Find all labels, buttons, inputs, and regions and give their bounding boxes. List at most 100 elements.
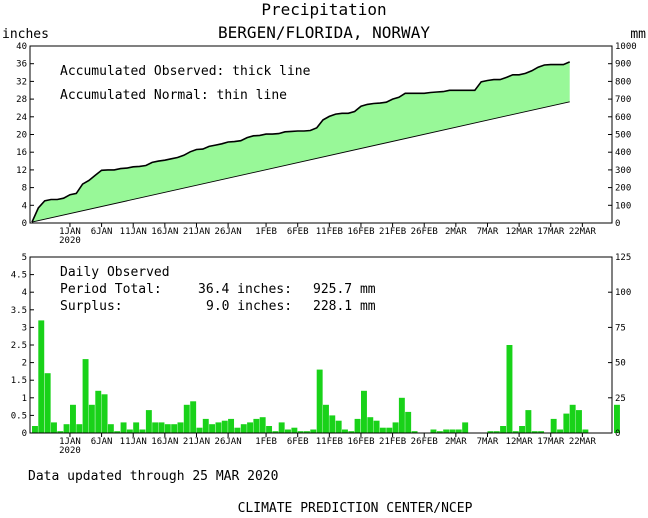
daily-bar bbox=[145, 410, 152, 433]
right-y-tick-label: 500 bbox=[615, 131, 631, 141]
x-tick-label: 1JAN bbox=[59, 227, 81, 237]
x-tick-label: 26FEB bbox=[411, 437, 438, 447]
daily-bar bbox=[506, 345, 513, 433]
daily-bar bbox=[202, 418, 209, 433]
x-tick-label: 17MAR bbox=[537, 437, 565, 447]
right-y-tick-label: 50 bbox=[615, 359, 626, 369]
daily-bar bbox=[228, 418, 235, 433]
daily-bar bbox=[278, 422, 285, 433]
x-tick-label: 7MAR bbox=[477, 437, 499, 447]
daily-bar bbox=[107, 424, 114, 433]
left-y-tick-label: 0.5 bbox=[11, 411, 27, 421]
daily-bar bbox=[430, 429, 437, 433]
right-y-tick-label: 100 bbox=[615, 201, 631, 211]
daily-bar bbox=[329, 415, 336, 433]
daily-bar bbox=[525, 410, 532, 433]
x-tick-year-label: 2020 bbox=[59, 236, 81, 246]
period-total-label: Period Total: bbox=[60, 282, 162, 297]
left-y-tick-label: 5 bbox=[22, 253, 27, 263]
daily-bar bbox=[44, 373, 51, 433]
x-tick-label: 11FEB bbox=[316, 227, 343, 237]
daily-bar bbox=[177, 422, 184, 433]
daily-bar bbox=[455, 429, 462, 433]
left-y-tick-label: 1.5 bbox=[11, 376, 27, 386]
period-total-mm: 925.7 mm bbox=[313, 282, 376, 297]
daily-bar bbox=[443, 429, 450, 433]
accumulated-normal-line bbox=[31, 101, 570, 223]
x-tick-label: 1FEB bbox=[255, 227, 277, 237]
period-total-inches: 36.4 inches: bbox=[198, 282, 292, 297]
daily-bar bbox=[512, 431, 519, 433]
daily-bar bbox=[531, 431, 538, 433]
daily-bar bbox=[436, 431, 443, 433]
daily-bar bbox=[32, 426, 38, 433]
x-tick-label: 26FEB bbox=[411, 227, 438, 237]
right-y-tick-label: 0 bbox=[615, 219, 620, 229]
daily-bar bbox=[253, 418, 260, 433]
x-tick-label: 16JAN bbox=[151, 227, 178, 237]
x-tick-label: 22MAR bbox=[569, 227, 597, 237]
daily-bar bbox=[379, 427, 386, 433]
right-y-tick-label: 200 bbox=[615, 184, 631, 194]
right-y-tick-label: 1000 bbox=[615, 42, 637, 52]
data-updated-note: Data updated through 25 MAR 2020 bbox=[28, 469, 278, 484]
left-y-tick-label: 12 bbox=[16, 166, 27, 176]
daily-bar bbox=[88, 404, 95, 433]
daily-bar bbox=[310, 429, 317, 433]
surplus-label: Surplus: bbox=[60, 299, 123, 314]
daily-bar bbox=[209, 424, 216, 433]
left-y-tick-label: 1 bbox=[22, 394, 27, 404]
daily-bar bbox=[342, 429, 348, 433]
daily-bar bbox=[126, 429, 133, 433]
daily-bar bbox=[38, 320, 45, 433]
left-y-tick-label: 8 bbox=[22, 184, 27, 194]
x-tick-label: 7MAR bbox=[477, 227, 499, 237]
daily-bar bbox=[500, 426, 507, 433]
daily-bar bbox=[316, 369, 323, 433]
daily-bar bbox=[557, 429, 564, 433]
left-y-tick-label: 36 bbox=[16, 60, 27, 70]
left-y-tick-label: 2 bbox=[22, 359, 27, 369]
x-tick-label: 16JAN bbox=[151, 437, 178, 447]
x-tick-label: 6FEB bbox=[287, 227, 309, 237]
daily-bar bbox=[398, 397, 405, 433]
daily-bar bbox=[563, 413, 570, 433]
daily-bar bbox=[323, 404, 329, 433]
daily-bar bbox=[158, 422, 165, 433]
left-y-tick-label: 4 bbox=[22, 288, 27, 298]
right-y-tick-label: 100 bbox=[615, 288, 631, 298]
x-tick-label: 1JAN bbox=[59, 437, 81, 447]
x-tick-label: 21JAN bbox=[183, 437, 210, 447]
normal-legend-note: Accumulated Normal: thin line bbox=[60, 88, 287, 103]
right-y-tick-label: 75 bbox=[615, 323, 626, 333]
left-y-tick-label: 4.5 bbox=[11, 271, 27, 281]
left-y-tick-label: 2.5 bbox=[11, 341, 27, 351]
right-y-tick-label: 800 bbox=[615, 77, 631, 87]
daily-bar bbox=[133, 422, 140, 433]
right-y-tick-label: 900 bbox=[615, 60, 631, 70]
daily-bar bbox=[335, 420, 342, 433]
x-tick-label: 11JAN bbox=[120, 227, 147, 237]
x-tick-label: 11JAN bbox=[120, 437, 147, 447]
x-tick-label: 6FEB bbox=[287, 437, 309, 447]
left-y-tick-label: 24 bbox=[16, 113, 27, 123]
daily-bar bbox=[63, 424, 70, 433]
observed-legend-note: Accumulated Observed: thick line bbox=[60, 64, 311, 79]
daily-bar bbox=[240, 424, 247, 433]
right-y-tick-label: 400 bbox=[615, 148, 631, 158]
daily-bar bbox=[259, 417, 266, 433]
x-tick-label: 26JAN bbox=[215, 227, 242, 237]
daily-bar bbox=[304, 431, 310, 433]
x-tick-label: 6JAN bbox=[91, 227, 113, 237]
daily-bar bbox=[221, 420, 228, 433]
x-tick-label: 11FEB bbox=[316, 437, 343, 447]
daily-bar bbox=[247, 422, 254, 433]
daily-bar bbox=[95, 390, 102, 433]
daily-bar bbox=[582, 429, 589, 433]
daily-bar bbox=[405, 411, 412, 433]
left-y-tick-label: 20 bbox=[16, 131, 27, 141]
daily-bar bbox=[569, 404, 576, 433]
x-tick-year-label: 2020 bbox=[59, 446, 81, 456]
x-tick-label: 6JAN bbox=[91, 437, 113, 447]
left-y-tick-label: 4 bbox=[22, 201, 27, 211]
